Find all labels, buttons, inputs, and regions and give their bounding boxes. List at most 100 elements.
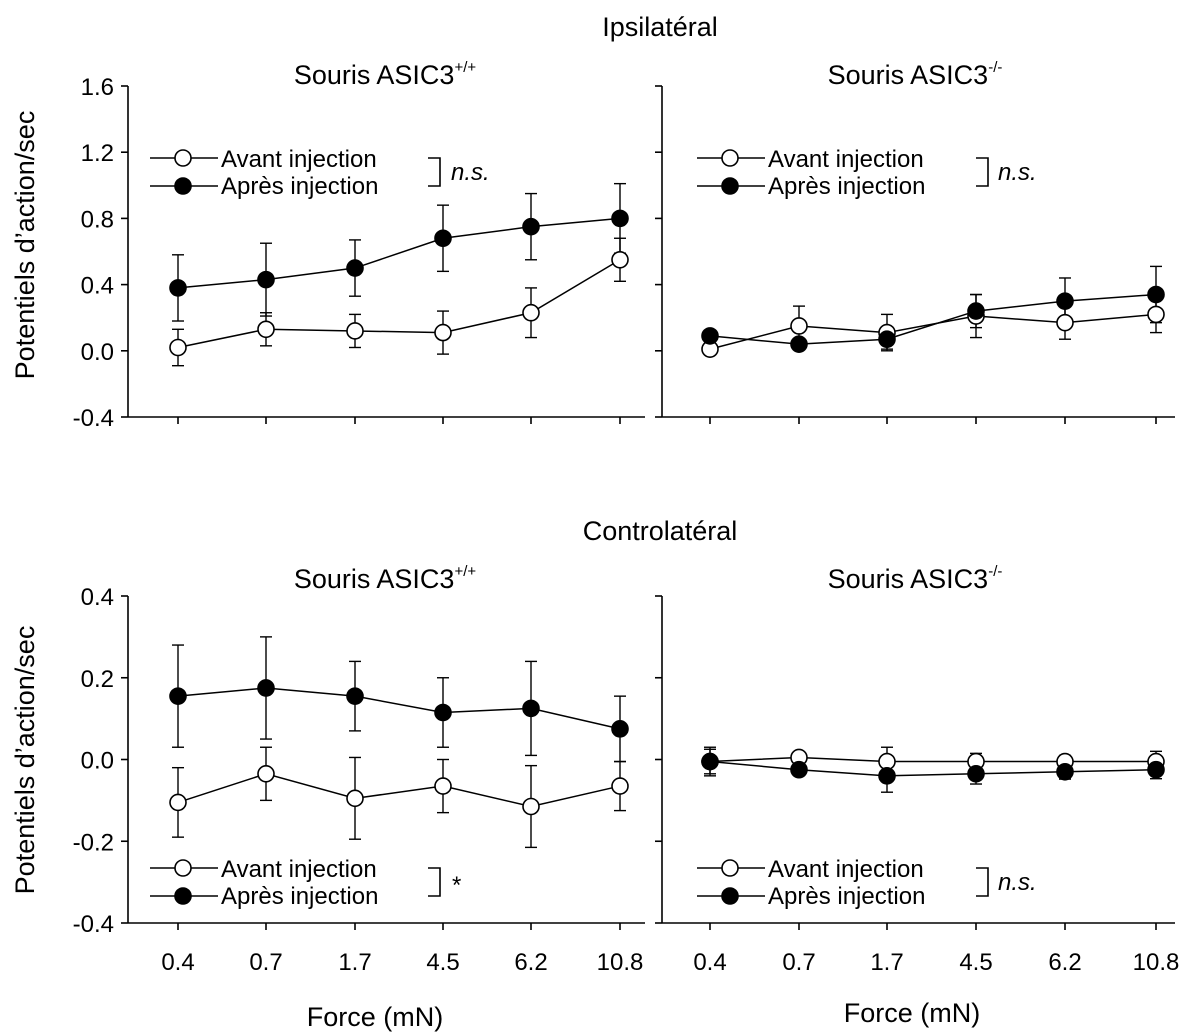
y-axis-title-top: Potentiels d’action/sec: [10, 111, 40, 380]
x-tick-label: 0.4: [693, 949, 726, 976]
y-tick-label: -0.4: [73, 405, 114, 432]
panel-contra-knockout: 0.4 0.7 1.7 4.5 6.2 10.8: [655, 596, 1179, 976]
legend-panel-3: Avant injection Après injection *: [150, 856, 461, 910]
y-tick-label: 0.2: [81, 666, 114, 693]
x-tick-label: 10.8: [1133, 949, 1180, 976]
legend-marker-filled: [175, 178, 191, 194]
data-point-after: [435, 704, 451, 720]
significance-bracket: [428, 868, 440, 896]
x-tick-label: 0.7: [782, 949, 815, 976]
legend-label-after: Après injection: [768, 883, 925, 910]
legend-label-before: Avant injection: [221, 146, 377, 173]
significance-label: *: [452, 872, 461, 899]
series-line: [178, 218, 620, 288]
data-point-after: [612, 210, 628, 226]
x-tick-label: 1.7: [870, 949, 903, 976]
data-point-after: [170, 688, 186, 704]
data-point-after: [1148, 287, 1164, 303]
legend-marker-open: [175, 150, 191, 166]
data-point-before: [347, 790, 363, 806]
data-point-after: [1148, 762, 1164, 778]
data-point-before: [170, 794, 186, 810]
legend-marker-open: [175, 860, 191, 876]
panel-title-3: Souris ASIC3+/+: [294, 563, 477, 594]
legend-panel-4: Avant injection Après injection n.s.: [697, 856, 1037, 910]
data-point-after: [435, 230, 451, 246]
x-tick-label: 0.7: [249, 949, 282, 976]
data-point-before: [1057, 315, 1073, 331]
y-tick-label: 1.6: [81, 74, 114, 101]
data-point-before: [523, 305, 539, 321]
y-tick-label: 0.0: [81, 748, 114, 775]
legend-marker-filled: [722, 178, 738, 194]
panel-ipsi-wildtype: -0.4 0.0 0.4 0.8 1.2 1.6: [73, 74, 645, 432]
row-title-controlateral: Controlatéral: [583, 516, 738, 546]
significance-bracket: [428, 158, 440, 186]
data-point-after: [879, 331, 895, 347]
x-axis-title-left: Force (mN): [307, 1002, 444, 1032]
legend-label-before: Avant injection: [768, 146, 924, 173]
series-line: [710, 314, 1156, 349]
data-point-before: [612, 252, 628, 268]
series-line: [178, 688, 620, 729]
data-point-before: [791, 318, 807, 334]
data-point-after: [1057, 293, 1073, 309]
x-tick-label: 0.4: [161, 949, 194, 976]
data-point-after: [702, 328, 718, 344]
legend-label-after: Après injection: [221, 883, 378, 910]
data-point-after: [347, 688, 363, 704]
y-tick-label: 1.2: [81, 140, 114, 167]
legend-label-before: Avant injection: [221, 856, 377, 883]
data-point-after: [702, 754, 718, 770]
data-point-before: [523, 799, 539, 815]
legend-panel-1: Avant injection Après injection n.s.: [150, 146, 490, 200]
panel-title-4: Souris ASIC3-/-: [828, 563, 1003, 594]
series-line: [710, 762, 1156, 776]
legend-marker-filled: [722, 888, 738, 904]
legend-marker-open: [722, 150, 738, 166]
x-tick-label: 6.2: [1048, 949, 1081, 976]
x-tick-label: 4.5: [959, 949, 992, 976]
significance-label: n.s.: [451, 159, 490, 186]
legend-marker-filled: [175, 888, 191, 904]
x-tick-label: 6.2: [514, 949, 547, 976]
data-point-after: [523, 700, 539, 716]
data-point-after: [791, 762, 807, 778]
data-point-after: [791, 336, 807, 352]
legend-label-after: Après injection: [221, 173, 378, 200]
data-point-after: [347, 260, 363, 276]
x-tick-label: 10.8: [597, 949, 644, 976]
data-point-before: [170, 339, 186, 355]
legend-panel-2: Avant injection Après injection n.s.: [697, 146, 1037, 200]
data-point-before: [1148, 306, 1164, 322]
series-line: [178, 774, 620, 807]
panel-title-2: Souris ASIC3-/-: [828, 59, 1003, 90]
y-tick-label: 0.8: [81, 206, 114, 233]
legend-label-before: Avant injection: [768, 856, 924, 883]
data-point-before: [435, 778, 451, 794]
data-point-after: [258, 680, 274, 696]
data-point-after: [258, 272, 274, 288]
panel-contra-wildtype: -0.4 -0.2 0.0 0.2 0.4 0.4 0.7 1.7 4.5 6.2 10.8: [73, 584, 645, 976]
data-point-after: [170, 280, 186, 296]
legend-label-after: Après injection: [768, 173, 925, 200]
y-tick-label: 0.0: [81, 339, 114, 366]
data-point-after: [1057, 764, 1073, 780]
y-tick-label: -0.2: [73, 829, 114, 856]
data-point-before: [612, 778, 628, 794]
data-point-before: [258, 321, 274, 337]
significance-label: n.s.: [998, 159, 1037, 186]
series-line: [710, 295, 1156, 345]
y-tick-label: 0.4: [81, 273, 114, 300]
data-point-after: [612, 721, 628, 737]
significance-label: n.s.: [998, 869, 1037, 896]
data-point-before: [347, 323, 363, 339]
data-point-before: [258, 766, 274, 782]
panel-ipsi-knockout: [655, 86, 1175, 424]
data-point-after: [523, 219, 539, 235]
row-title-ipsilateral: Ipsilatéral: [602, 12, 718, 42]
y-tick-label: -0.4: [73, 911, 114, 938]
significance-bracket: [976, 868, 988, 896]
significance-bracket: [976, 158, 988, 186]
